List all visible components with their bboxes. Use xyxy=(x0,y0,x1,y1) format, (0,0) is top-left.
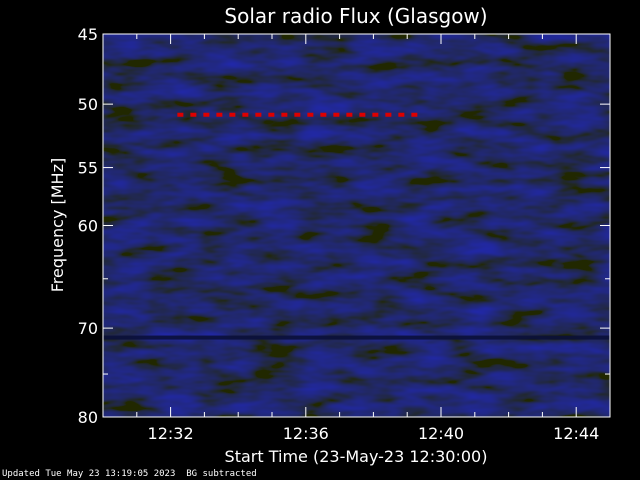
bg-subtracted-note: BG subtracted xyxy=(186,469,257,479)
y-tick-label: 55 xyxy=(78,159,98,178)
y-axis-label: Frequency [MHz] xyxy=(48,158,67,292)
y-tick-label: 60 xyxy=(78,217,98,236)
x-tick-label: 12:32 xyxy=(148,424,194,443)
x-tick-label: 12:44 xyxy=(553,424,599,443)
y-tick-label: 50 xyxy=(78,95,98,114)
updated-timestamp: Updated Tue May 23 13:19:05 2023 xyxy=(2,469,176,479)
y-tick-label: 70 xyxy=(78,319,98,338)
y-tick-label: 80 xyxy=(78,408,98,427)
horizontal-band xyxy=(103,335,610,340)
y-tick-label: 45 xyxy=(78,25,98,44)
chart-title: Solar radio Flux (Glasgow) xyxy=(224,4,487,28)
plot-area: 12:32 12:36 12:40 12:44 45 50 55 60 70 80 xyxy=(78,25,611,443)
x-axis-label: Start Time (23-May-23 12:30:00) xyxy=(225,447,488,466)
spectrogram-noise xyxy=(103,34,610,417)
x-tick-label: 12:36 xyxy=(283,424,329,443)
footer: Updated Tue May 23 13:19:05 2023 BG subt… xyxy=(2,469,257,479)
x-tick-label: 12:40 xyxy=(418,424,464,443)
